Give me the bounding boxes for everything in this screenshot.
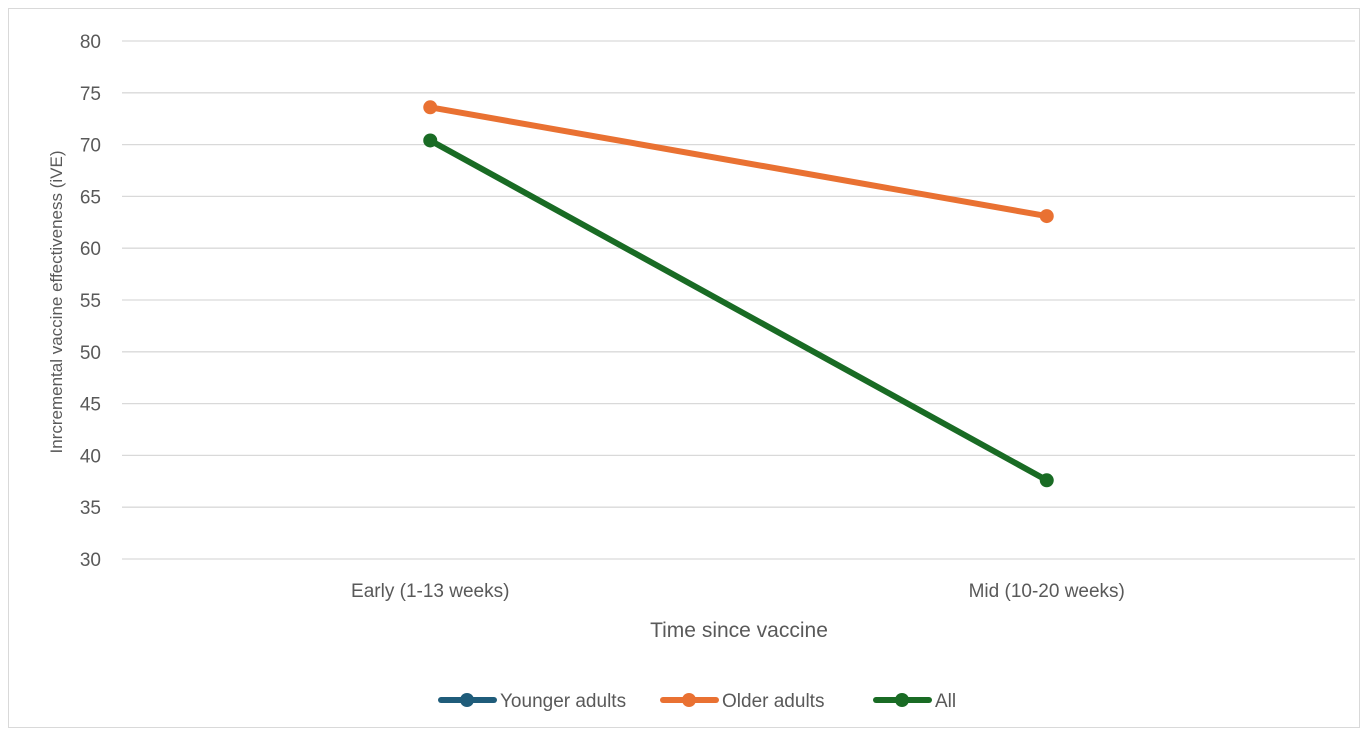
y-tick-label: 55	[80, 291, 101, 312]
y-tick-label: 75	[80, 84, 101, 105]
y-tick-label: 35	[80, 498, 101, 519]
legend-swatch-marker	[682, 693, 696, 707]
series-lines	[423, 100, 1054, 488]
series-line	[427, 137, 1050, 484]
legend-swatch-marker	[895, 693, 909, 707]
y-tick-label: 40	[80, 446, 101, 467]
legend-swatch-marker	[460, 693, 474, 707]
x-axis-title: Time since vaccine	[650, 619, 828, 642]
gridlines	[122, 40, 1355, 560]
x-tick-label: Mid (10-20 weeks)	[969, 581, 1125, 602]
data-point	[423, 100, 438, 115]
legend: Younger adults Older adults All	[438, 691, 956, 712]
y-tick-label: 70	[80, 136, 101, 157]
x-tick-label: Early (1-13 weeks)	[351, 581, 509, 602]
y-tick-label: 45	[80, 395, 101, 416]
legend-entry-label: Younger adults	[500, 691, 626, 712]
legend-entry-label: Older adults	[722, 691, 824, 712]
y-tick-label: 60	[80, 239, 101, 260]
y-axis-title: Inrcremental vaccine effectiveness (iVE)	[47, 151, 66, 454]
legend-entry-label: All	[935, 691, 956, 712]
data-point	[423, 133, 438, 148]
y-tick-label: 30	[80, 550, 101, 571]
y-tick-label: 80	[80, 32, 101, 53]
series-line	[427, 104, 1050, 220]
y-tick-label: 65	[80, 187, 101, 208]
data-point	[1039, 209, 1054, 224]
y-tick-label: 50	[80, 343, 101, 364]
chart-frame	[8, 8, 1360, 728]
x-axis-ticks: Early (1-13 weeks) Mid (10-20 weeks)	[351, 581, 1125, 602]
data-point	[1039, 473, 1054, 488]
y-axis-ticks: 30 35 40 45 50 55 60 65 70 75 80	[80, 32, 101, 571]
